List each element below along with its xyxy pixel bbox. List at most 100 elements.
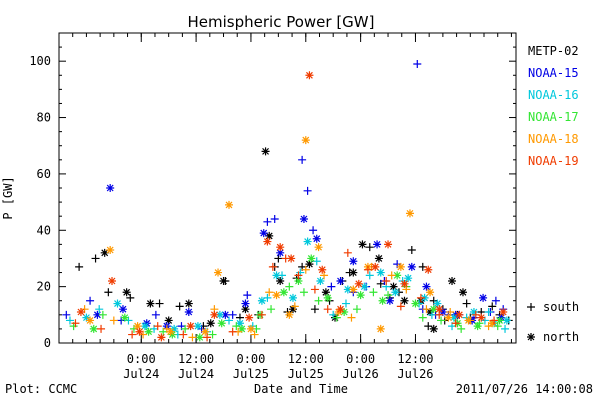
north-point <box>314 243 323 252</box>
south-point <box>347 313 356 322</box>
north-point <box>303 237 312 246</box>
north-point <box>144 327 153 336</box>
south-point <box>179 330 188 339</box>
north-point <box>393 271 402 280</box>
north-point <box>435 305 444 314</box>
north-point <box>400 279 409 288</box>
north-point <box>426 288 435 297</box>
south-point <box>320 271 329 280</box>
x-tick-date-label: Jul25 <box>288 367 324 381</box>
north-point <box>219 277 228 285</box>
y-tick-label: 80 <box>37 111 51 125</box>
north-point <box>195 333 204 342</box>
north-point <box>376 324 385 333</box>
north-point <box>312 234 321 243</box>
north-point <box>479 293 488 302</box>
plot-area: 0204060801000:00Jul2412:00Jul240:00Jul25… <box>29 32 517 381</box>
south-point <box>294 271 303 280</box>
south-point <box>314 296 323 305</box>
north-point <box>426 308 435 316</box>
x-tick-date-label: Jul26 <box>397 367 433 381</box>
north-point <box>411 299 420 308</box>
plot-timestamp: 2011/07/26 14:00:08 <box>456 382 593 396</box>
south-point <box>270 215 279 223</box>
north-point <box>276 277 285 285</box>
south-point <box>91 254 100 263</box>
south-point <box>491 296 500 305</box>
north-point <box>287 254 296 263</box>
south-point <box>128 330 137 339</box>
south-point <box>418 313 427 322</box>
north-point <box>241 305 250 314</box>
north-point <box>166 327 175 336</box>
north-point <box>206 319 215 328</box>
north-point <box>336 277 345 285</box>
north-point <box>276 243 285 252</box>
north-point <box>429 324 438 333</box>
north-point <box>488 319 497 328</box>
legend-entry: NOAA-15 <box>528 66 579 80</box>
north-point <box>374 254 383 263</box>
north-point <box>349 268 358 277</box>
north-point <box>391 288 400 297</box>
south-point <box>352 305 361 314</box>
legend-entry: NOAA-19 <box>528 154 579 168</box>
north-point <box>354 279 363 288</box>
series-noaa-19 <box>71 71 508 342</box>
south-point <box>382 277 391 285</box>
south-point <box>257 310 266 319</box>
north-point <box>405 209 414 218</box>
x-tick-date-label: Jul24 <box>123 367 159 381</box>
plot-frame <box>58 32 517 344</box>
south-point <box>153 322 162 331</box>
north-point <box>288 293 297 302</box>
legend-entry: NOAA-18 <box>528 132 579 146</box>
south-point <box>484 308 493 316</box>
north-point <box>184 308 193 316</box>
north-point <box>294 277 303 285</box>
north-point <box>305 71 314 80</box>
north-point <box>349 285 358 294</box>
south-point <box>175 302 184 311</box>
north-point <box>221 310 230 319</box>
north-point <box>316 277 325 285</box>
north-point <box>263 237 272 246</box>
chart-title: Hemispheric Power [GW] <box>188 13 375 31</box>
south-point <box>298 155 307 164</box>
north-point <box>257 296 266 305</box>
south-point <box>228 327 237 336</box>
north-point <box>89 324 98 333</box>
south-point <box>104 288 113 297</box>
north-point <box>373 240 382 249</box>
south-point <box>225 316 234 325</box>
south-point <box>407 246 416 254</box>
south-point <box>309 226 318 235</box>
south-point <box>301 265 310 274</box>
x-tick-time-label: 12:00 <box>397 352 433 366</box>
legend: METP-02 NOAA-15 NOAA-16 NOAA-17 NOAA-18 NOAA-… <box>527 44 579 344</box>
north-point <box>108 277 117 285</box>
legend-south-marker <box>527 303 535 311</box>
north-point <box>433 299 442 308</box>
south-point <box>396 302 405 311</box>
south-point <box>427 310 436 319</box>
south-point <box>310 285 319 294</box>
y-tick-label: 100 <box>29 54 51 68</box>
north-point <box>279 288 288 297</box>
north-point <box>288 305 297 314</box>
series-noaa-17 <box>69 254 504 342</box>
north-point <box>389 282 398 291</box>
north-point <box>378 296 387 305</box>
legend-entry: METP-02 <box>528 44 579 58</box>
south-point <box>490 316 499 325</box>
north-point <box>142 319 151 328</box>
north-point <box>259 229 268 238</box>
south-point <box>268 262 277 271</box>
south-point <box>155 299 164 308</box>
south-point <box>290 302 299 311</box>
north-point <box>385 296 394 305</box>
south-point <box>501 324 510 333</box>
south-point <box>228 310 237 319</box>
x-tick-time-label: 0:00 <box>346 352 375 366</box>
